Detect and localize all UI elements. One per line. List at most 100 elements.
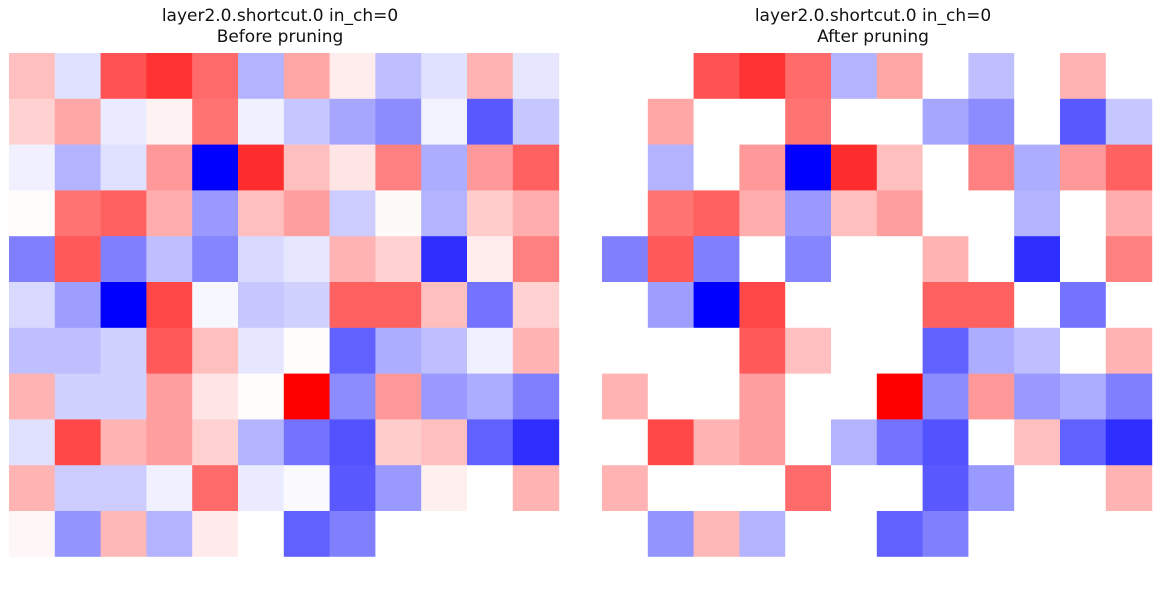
heatmap-cell [1105, 556, 1153, 604]
heatmap-cell [146, 373, 193, 420]
heatmap-cell [739, 98, 786, 146]
heatmap-cell [54, 236, 102, 283]
heatmap-cell [421, 465, 468, 512]
heatmap-cell [968, 556, 1015, 604]
heatmap-cell [831, 556, 878, 604]
heatmap-cell [100, 511, 147, 558]
heatmap-cell [9, 190, 56, 237]
heatmap-cell [329, 282, 376, 329]
heatmap-cell [238, 53, 285, 100]
heatmap-cell [968, 419, 1015, 466]
heatmap-cell [512, 327, 560, 375]
heatmap-cell [375, 98, 422, 146]
heatmap-cell [876, 98, 924, 146]
heatmap-cell [831, 511, 878, 558]
chart-title-before: layer2.0.shortcut.0 in_ch=0 Before pruni… [0, 6, 560, 48]
heatmap-cell [1014, 282, 1061, 329]
heatmap-cell [283, 419, 331, 466]
heatmap-cell [54, 511, 102, 558]
heatmap-cell [467, 144, 514, 191]
heatmap-cell [785, 373, 832, 420]
heatmap-cell [647, 53, 695, 100]
heatmap-cell [329, 53, 376, 100]
heatmap-cell [512, 465, 560, 512]
heatmap-cell [9, 98, 56, 146]
heatmap-cell [329, 419, 376, 466]
heatmap-cell [329, 327, 376, 375]
heatmap-cell [192, 465, 239, 512]
heatmap-cell [785, 236, 832, 283]
chart-title-line: layer2.0.shortcut.0 in_ch=0 [161, 6, 399, 26]
heatmap-cell [238, 98, 285, 146]
heatmap-cell [375, 190, 422, 237]
heatmap-cell [238, 236, 285, 283]
heatmap-cell [968, 465, 1015, 512]
heatmap-cell [100, 419, 147, 466]
heatmap-cell [146, 327, 193, 375]
heatmap-cell [146, 98, 193, 146]
heatmap-cell [739, 556, 786, 604]
heatmap-cell [329, 98, 376, 146]
heatmap-cell [192, 556, 239, 604]
heatmap-cell [467, 327, 514, 375]
heatmap-cell [512, 190, 560, 237]
heatmap-cell [512, 53, 560, 100]
heatmap-cell [421, 98, 468, 146]
heatmap-cell [192, 327, 239, 375]
heatmap-cell [785, 556, 832, 604]
heatmap-cell [1105, 144, 1153, 191]
heatmap-cell [785, 511, 832, 558]
heatmap-cell [922, 236, 969, 283]
heatmap-cell [283, 282, 331, 329]
heatmap-cell [238, 511, 285, 558]
heatmap-cell [647, 327, 695, 375]
heatmap-cell [146, 511, 193, 558]
heatmap-cell [602, 144, 649, 191]
heatmap-cell [1014, 511, 1061, 558]
heatmap-cell [1014, 144, 1061, 191]
heatmap-cell [647, 465, 695, 512]
heatmap-cell [876, 419, 924, 466]
heatmap-cell [512, 144, 560, 191]
heatmap-cell [512, 419, 560, 466]
heatmap-cell [647, 556, 695, 604]
heatmap-cell [785, 190, 832, 237]
heatmap-cell [100, 373, 147, 420]
heatmap-cell [922, 556, 969, 604]
heatmap-cell [693, 282, 740, 329]
heatmap-cell [192, 511, 239, 558]
chart-title-line: layer2.0.shortcut.0 in_ch=0 [754, 6, 992, 26]
heatmap-cell [739, 327, 786, 375]
heatmap-cell [238, 327, 285, 375]
heatmap-cell [100, 236, 147, 283]
heatmap-cell [647, 373, 695, 420]
heatmap-cell [831, 373, 878, 420]
heatmap-cell [467, 373, 514, 420]
heatmap-cell [375, 144, 422, 191]
heatmap-cell [647, 144, 695, 191]
heatmap-cell [100, 53, 147, 100]
heatmap-cell [421, 511, 468, 558]
heatmap-cell [739, 282, 786, 329]
heatmap-cell [9, 419, 56, 466]
heatmap-cell [922, 144, 969, 191]
heatmap-cell [238, 282, 285, 329]
heatmap-cell [283, 144, 331, 191]
heatmap-cell [329, 556, 376, 604]
heatmap-cell [693, 98, 740, 146]
heatmap-cell [647, 98, 695, 146]
heatmap-before [9, 53, 560, 604]
heatmap-cell [1014, 236, 1061, 283]
heatmap-cell [512, 556, 560, 604]
heatmap-cell [1105, 465, 1153, 512]
heatmap-cell [1105, 236, 1153, 283]
heatmap-cell [421, 556, 468, 604]
heatmap-cell [146, 282, 193, 329]
heatmap-cell [283, 511, 331, 558]
heatmap-cell [512, 282, 560, 329]
heatmap-cell [238, 419, 285, 466]
heatmap-cell [922, 511, 969, 558]
heatmap-cell [602, 282, 649, 329]
heatmap-cell [876, 53, 924, 100]
heatmap-cell [1105, 190, 1153, 237]
